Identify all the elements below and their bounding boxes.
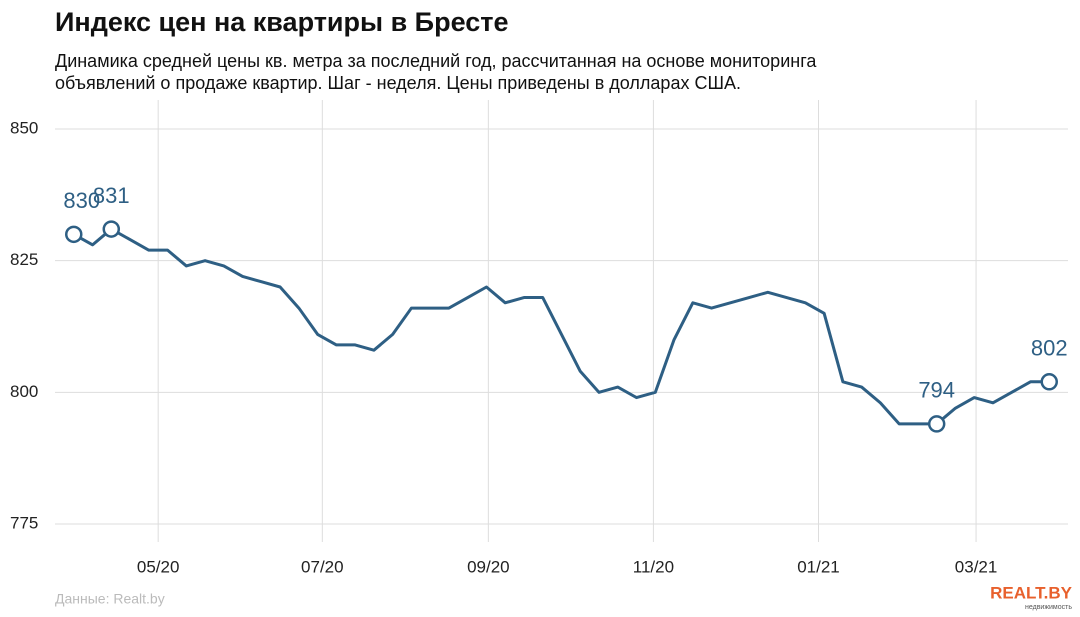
logo: REALT.BY [990,583,1073,602]
x-tick-label: 09/20 [467,557,510,576]
point-marker [1040,373,1058,391]
point-marker [927,415,946,433]
data-label: 802 [1031,336,1068,361]
data-label: 830 [63,188,100,213]
y-tick-label: 775 [10,513,38,532]
x-tick-label: 11/20 [633,557,674,576]
x-tick-label: 01/21 [797,557,840,576]
x-tick-label: 05/20 [137,557,180,576]
x-tick-label: 03/21 [955,557,998,576]
y-tick-label: 825 [10,250,38,269]
point-marker [102,220,121,238]
data-label: 794 [918,378,955,403]
y-tick-label: 800 [10,382,38,401]
logo-tagline: недвижимость [1025,604,1072,611]
data-label: 831 [93,183,130,208]
x-tick-label: 07/20 [301,557,344,576]
line [73,227,1050,426]
chart-subtitle: Динамика средней цены кв. метра за после… [55,51,817,71]
source: Данные: Realt.by [55,591,165,607]
y-tick-label: 850 [10,118,38,137]
chart-subtitle: объявлений о продаже квартир. Шаг - неде… [55,73,741,93]
chart-title: Индекс цен на квартиры в Бресте [55,7,509,37]
point-marker [65,225,83,244]
